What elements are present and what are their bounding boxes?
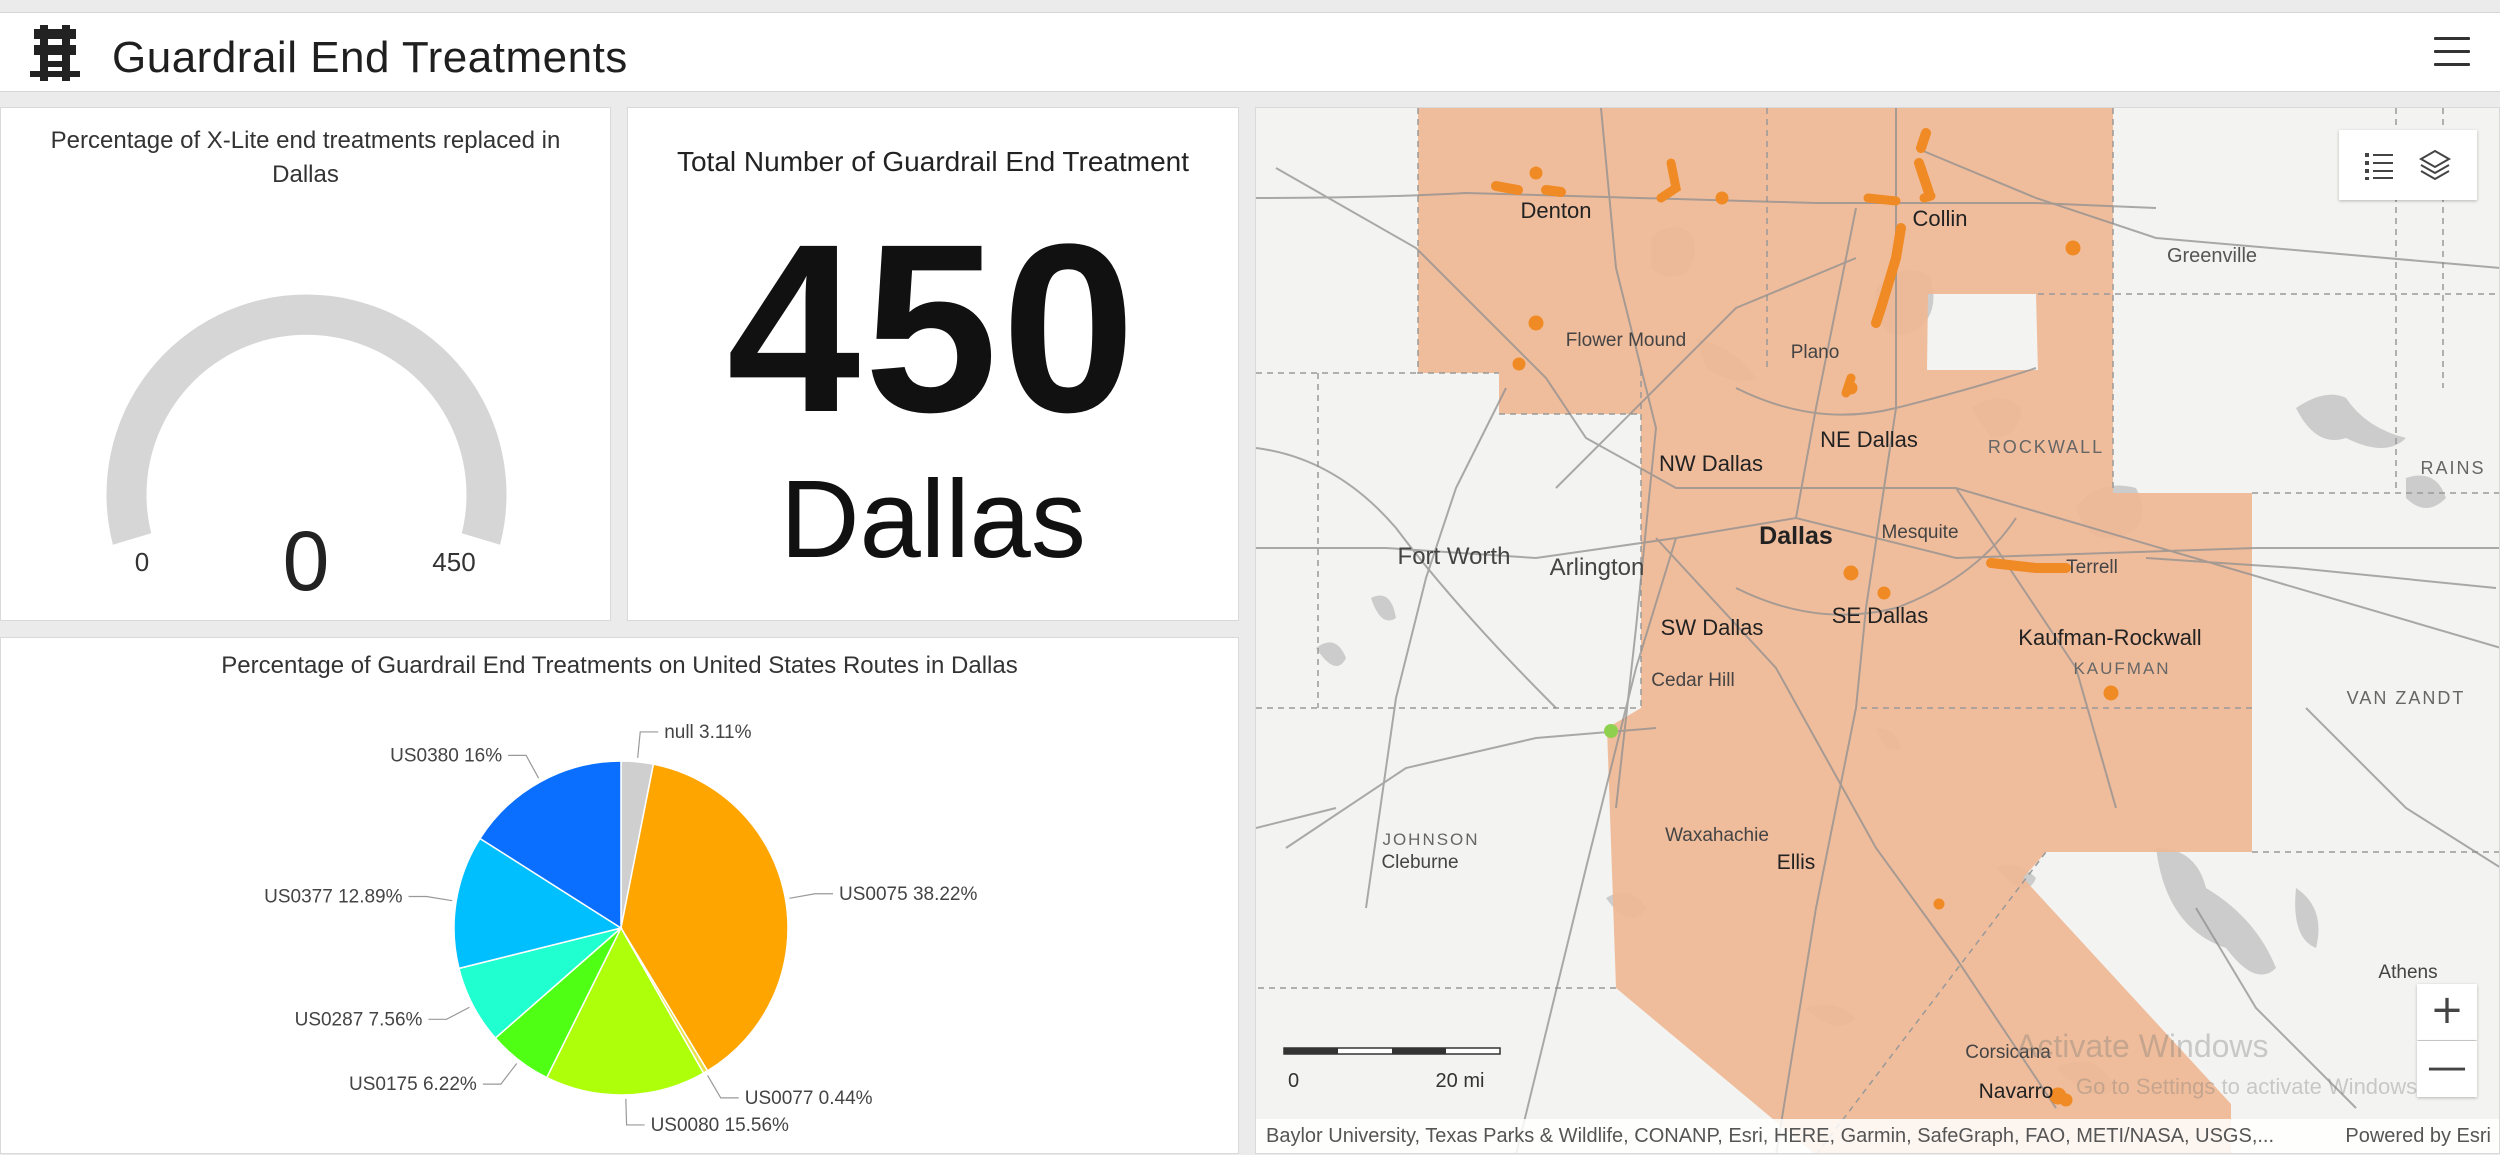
map-panel[interactable]: Denton Collin Greenville Flower Mound Pl… (1255, 107, 2500, 1154)
label-nw-dallas: NW Dallas (1659, 451, 1763, 476)
zoom-in-button[interactable]: + (2417, 984, 2477, 1040)
pie-label-us0287: US0287 7.56% (295, 1009, 423, 1030)
pie-label-us0380: US0380 16% (390, 745, 502, 766)
pie-chart: null 3.11% US0075 38.22% US0077 0.44% US008… (264, 722, 977, 1136)
district-boundaries (1418, 108, 2252, 1153)
pie-slice-us0377[interactable] (453, 837, 623, 970)
label-corsicana: Corsicana (1965, 1042, 2051, 1063)
scale-left-label: 0 (1288, 1070, 1299, 1092)
pie-chart-panel: Percentage of Guardrail End Treatments o… (0, 637, 1239, 1154)
app-title: Guardrail End Treatments (112, 33, 628, 82)
pie-label-us0077: US0077 0.44% (745, 1088, 873, 1109)
gauge-max-label: 450 (432, 547, 475, 577)
pie-label-us0377: US0377 12.89% (264, 887, 402, 908)
gauge-panel: Percentage of X-Lite end treatments repl… (0, 107, 611, 621)
pie-leader-line (428, 1006, 470, 1020)
pie-leader-line (707, 1075, 739, 1099)
label-cleburne: Cleburne (1381, 852, 1458, 873)
attribution-text: Baylor University, Texas Parks & Wildlif… (1266, 1125, 2275, 1147)
layers-icon[interactable] (2415, 145, 2455, 185)
pie-label-us0080: US0080 15.56% (651, 1115, 789, 1136)
powered-by-esri-link[interactable]: Powered by Esri (2345, 1125, 2491, 1147)
pie-chart-title: Percentage of Guardrail End Treatments o… (221, 652, 1018, 679)
label-dallas: Dallas (1759, 522, 1833, 550)
label-kaufman: KAUFMAN (2073, 659, 2170, 678)
gauge-value: 0 (283, 514, 330, 608)
pie-slice-us0075[interactable] (620, 763, 789, 1072)
label-navarro: Navarro (1979, 1080, 2054, 1103)
label-plano: Plano (1791, 342, 1840, 363)
scale-right-label: 20 mi (1436, 1070, 1485, 1092)
gauge-title: Percentage of X-Lite end treatments repl… (50, 127, 561, 188)
label-sw-dallas: SW Dallas (1661, 615, 1764, 640)
gauge-min-label: 0 (135, 547, 149, 577)
label-ellis: Ellis (1777, 851, 1816, 874)
label-rockwall: ROCKWALL (1988, 437, 2104, 457)
label-cedar-hill: Cedar Hill (1651, 670, 1734, 691)
label-arlington: Arlington (1550, 554, 1645, 581)
pie-leader-line (508, 754, 540, 779)
scale-bar: 0 20 mi (1283, 1047, 1501, 1092)
pie-leader-line (625, 1098, 645, 1126)
pie-leader-line (789, 893, 834, 899)
district-name: Dallas (780, 458, 1086, 581)
hamburger-menu-icon[interactable] (2434, 37, 2470, 69)
map-canvas[interactable]: Denton Collin Greenville Flower Mound Pl… (1256, 108, 2500, 1154)
label-waxahachie: Waxahachie (1665, 825, 1769, 846)
label-se-dallas: SE Dallas (1832, 603, 1929, 628)
dallas-district (1607, 370, 2252, 1153)
label-collin: Collin (1912, 206, 1967, 231)
zoom-out-button[interactable]: — (2417, 1041, 2477, 1097)
windows-watermark-title: Activate Windows (2016, 1028, 2269, 1064)
label-greenville: Greenville (2167, 245, 2257, 267)
pie-leader-line (482, 1063, 518, 1085)
roads (1256, 108, 2499, 1153)
total-count-panel: Total Number of Guardrail End Treatment … (627, 107, 1239, 621)
label-terrell: Terrell (2066, 557, 2118, 578)
windows-watermark-subtitle: Go to Settings to activate Windows. (2076, 1074, 2424, 1099)
guardrail-points (1491, 128, 2119, 1107)
label-flower-mound: Flower Mound (1566, 330, 1686, 351)
label-denton: Denton (1521, 198, 1592, 223)
label-fort-worth: Fort Worth (1398, 543, 1511, 570)
label-van-zandt: VAN ZANDT (2347, 688, 2466, 708)
guardrail-point-green (1604, 724, 1618, 738)
pie-label-us0075: US0075 38.22% (839, 884, 977, 905)
pie-leader-line (408, 895, 453, 902)
pie-label-us0175: US0175 6.22% (349, 1074, 477, 1095)
label-kaufman-rockwall: Kaufman-Rockwall (2018, 625, 2201, 650)
legend-list-icon[interactable] (2359, 145, 2399, 185)
total-count-value: 450 (726, 194, 1140, 462)
pie-leader-line (637, 731, 659, 758)
label-johnson: JOHNSON (1382, 830, 1479, 849)
guardrail-icon (30, 25, 80, 81)
denton-collin-districts (1418, 108, 2113, 414)
map-toolbar (2339, 130, 2477, 200)
gauge-chart: 0 0 450 (106, 294, 507, 608)
pie-slice-us0380[interactable] (478, 760, 622, 930)
pie-slice-us0080[interactable] (545, 926, 705, 1096)
map-labels: Denton Collin Greenville Flower Mound Pl… (1381, 198, 2485, 1103)
total-count-title: Total Number of Guardrail End Treatment (676, 146, 1189, 177)
gauge-track (106, 294, 507, 545)
map-attribution: Baylor University, Texas Parks & Wildlif… (1256, 1119, 2499, 1153)
label-ne-dallas: NE Dallas (1820, 427, 1918, 452)
label-mesquite: Mesquite (1881, 522, 1958, 543)
pie-label-null: null 3.11% (664, 722, 751, 743)
app-header: Guardrail End Treatments (0, 12, 2500, 92)
label-athens: Athens (2378, 962, 2437, 983)
label-rains: RAINS (2420, 458, 2485, 478)
